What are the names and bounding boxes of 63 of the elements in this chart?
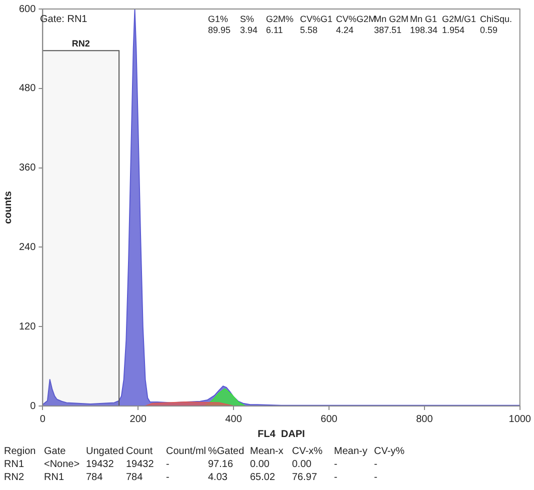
text: - xyxy=(166,459,170,470)
text: CV-y% xyxy=(374,446,405,457)
text: Count/ml xyxy=(166,446,206,457)
text: - xyxy=(334,459,338,470)
band-label: RN2 xyxy=(72,38,90,49)
text: CV-x% xyxy=(292,446,323,457)
x-tick-label: 800 xyxy=(416,414,434,425)
annotation: 89.95 xyxy=(208,25,231,36)
text: 4.03 xyxy=(208,472,228,483)
annotation: G2M% xyxy=(266,14,294,25)
text: - xyxy=(374,472,378,483)
annotation: Mn G1 xyxy=(410,14,438,25)
text: Ungated xyxy=(86,446,124,457)
annotation: G1% xyxy=(208,14,228,25)
text: 19432 xyxy=(126,459,154,470)
x-tick-label: 200 xyxy=(130,414,147,425)
text: Mean-y xyxy=(334,446,368,457)
annotation: 4.24 xyxy=(336,25,354,36)
annotation: CV%G1 xyxy=(300,14,333,25)
text: Count xyxy=(126,446,153,457)
y-tick-label: 600 xyxy=(18,4,36,15)
text: RN2 xyxy=(4,472,24,483)
text: 0.00 xyxy=(250,459,270,470)
x-tick-label: 400 xyxy=(225,414,242,425)
annotation: 1.954 xyxy=(442,25,465,36)
annotation: Gate: RN1 xyxy=(40,14,88,25)
annotation: CV%G2M xyxy=(336,14,376,25)
text: 784 xyxy=(126,472,143,483)
y-axis-title: counts xyxy=(2,190,14,224)
text: - xyxy=(166,472,170,483)
y-tick-label: 360 xyxy=(18,162,36,174)
x-axis-title: FL4 DAPI xyxy=(258,428,306,440)
annotation: 387.51 xyxy=(374,25,402,36)
text: 19432 xyxy=(86,459,114,470)
x-tick-label: 1000 xyxy=(508,414,532,425)
annotation: ChiSqu. xyxy=(480,14,512,25)
y-tick-label: 0 xyxy=(30,400,36,412)
annotation: 3.94 xyxy=(240,25,258,36)
text: Mean-x xyxy=(250,446,284,457)
annotation: 5.58 xyxy=(300,25,318,36)
text: 0.00 xyxy=(292,459,312,470)
y-tick-label: 240 xyxy=(18,242,36,253)
text: - xyxy=(374,459,378,470)
text: Region xyxy=(4,446,36,457)
text: - xyxy=(334,472,338,483)
x-tick-label: 0 xyxy=(40,414,46,425)
text: Gate xyxy=(44,446,66,457)
text: 97.16 xyxy=(208,459,234,470)
text: 76.97 xyxy=(292,472,318,483)
annotation: S% xyxy=(240,14,254,25)
text: RN1 xyxy=(4,459,24,470)
x-tick-label: 600 xyxy=(320,414,338,425)
annotation: G2M/G1 xyxy=(442,14,476,25)
annotation: 198.34 xyxy=(410,25,438,36)
annotation: 0.59 xyxy=(480,25,498,36)
text: %Gated xyxy=(208,446,244,457)
text: 784 xyxy=(86,472,103,483)
text: 65.02 xyxy=(250,472,276,483)
y-tick-label: 480 xyxy=(18,83,36,94)
text: RN1 xyxy=(44,472,64,483)
annotation: 6.11 xyxy=(266,25,283,36)
text: <None> xyxy=(44,459,80,470)
y-tick-label: 120 xyxy=(18,321,36,332)
